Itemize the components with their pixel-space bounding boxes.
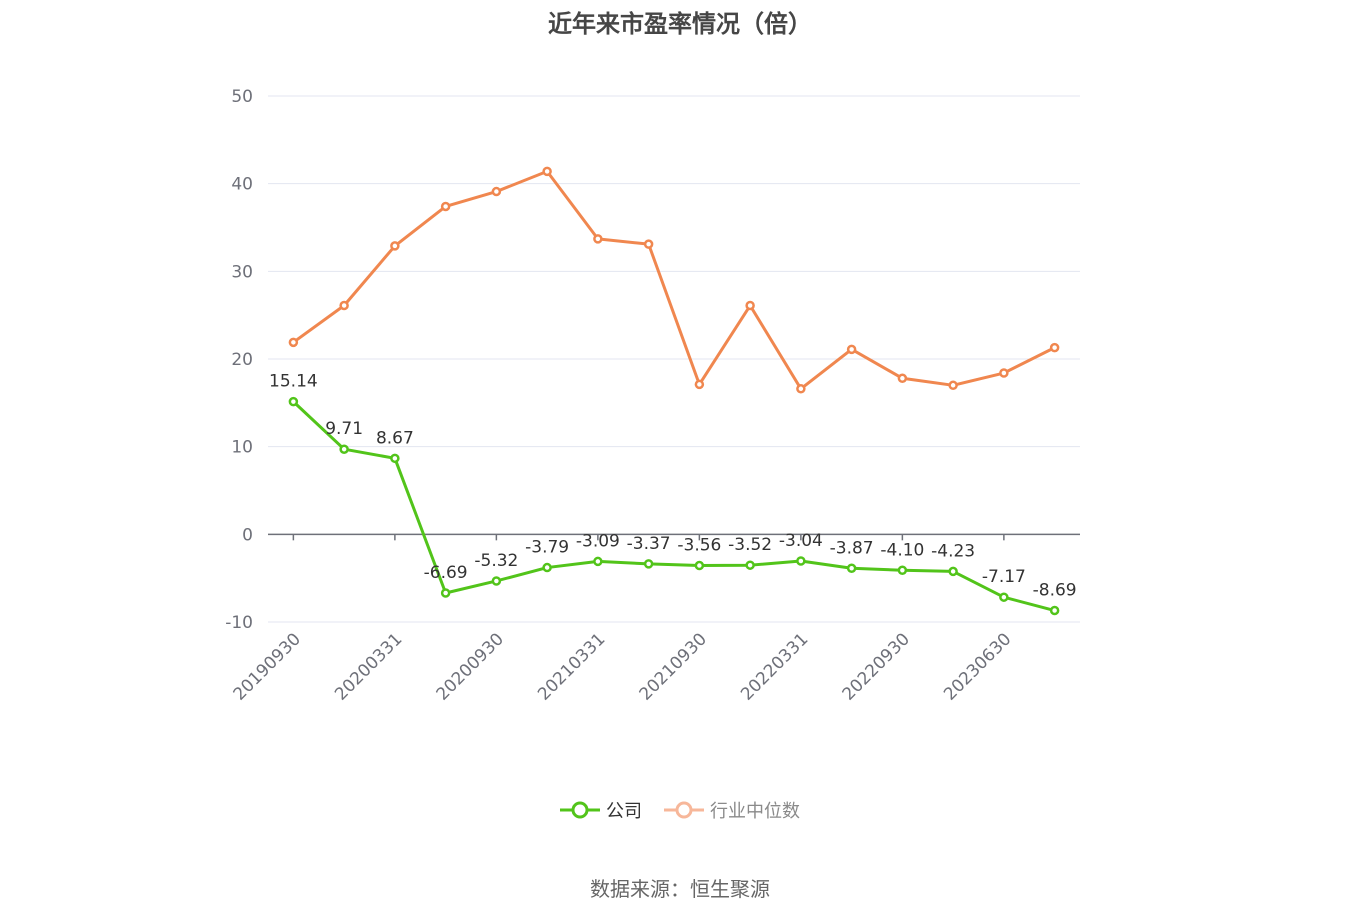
legend-marker-industry [664, 801, 704, 819]
industry-series-point [897, 373, 908, 384]
data-label: -8.69 [1033, 581, 1077, 601]
industry-series-point [1049, 342, 1060, 353]
company-series-point [643, 559, 654, 569]
industry-series-point [593, 234, 603, 244]
legend-item-industry[interactable]: 行业中位数 [664, 797, 800, 823]
data-label: -3.87 [830, 538, 874, 558]
data-label: -3.56 [677, 536, 721, 556]
chart-title: 近年来市盈率情况（倍） [548, 10, 812, 38]
data-label: -3.37 [627, 534, 671, 554]
company-series-point [846, 563, 857, 574]
company-series-point [745, 560, 755, 570]
data-label: -3.52 [728, 535, 772, 555]
data-label: -3.04 [779, 531, 823, 551]
line-chart: -10 0 10 20 30 40 50 20190930 20200331 20200930 20… [225, 87, 1080, 705]
y-tick-label: 40 [231, 175, 253, 195]
legend-label-company: 公司 [606, 801, 642, 822]
industry-series-point [491, 186, 502, 197]
company-series-point [694, 560, 705, 571]
company-series-point [593, 556, 603, 567]
company-series-point [999, 592, 1009, 602]
data-label: -5.32 [474, 551, 518, 571]
x-tick-label: 20230630 [940, 629, 1015, 704]
x-tick-label: 20200331 [331, 629, 406, 704]
data-labels: 15.14 9.71 8.67 -6.69 -5.32 -3.79 -3.09 -3.37 -3… [269, 372, 1077, 601]
company-series-point [1049, 605, 1060, 616]
x-tick-label: 20190930 [230, 629, 305, 704]
y-tick-label: 10 [231, 438, 253, 458]
data-label: -3.09 [576, 531, 620, 551]
y-tick-label: 20 [231, 350, 253, 370]
industry-series-point [339, 300, 349, 311]
legend-marker-company [560, 801, 600, 819]
industry-series-point [390, 241, 400, 251]
x-tick-label: 20200930 [433, 629, 508, 704]
x-tick-label: 20220331 [737, 629, 812, 704]
series-lines [288, 166, 1060, 616]
x-tick-label: 20210331 [534, 629, 609, 704]
company-series-point [390, 453, 400, 464]
industry-series-point [694, 379, 705, 390]
industry-series-point [542, 166, 552, 177]
data-source: 数据来源：恒生聚源 [590, 877, 770, 901]
company-series-point [542, 562, 552, 573]
x-tick-label: 20220930 [839, 629, 914, 704]
company-series-point [440, 588, 451, 598]
company-series-line [292, 400, 1056, 612]
data-label: -7.17 [982, 567, 1026, 587]
industry-series-line [292, 169, 1056, 391]
company-series-point [339, 444, 349, 454]
industry-series-point [288, 337, 299, 348]
industry-series-point [948, 380, 958, 391]
data-label: -4.10 [880, 540, 924, 560]
axes: -10 0 10 20 30 40 50 20190930 20200331 20200930 20… [225, 87, 1080, 705]
data-label: 15.14 [269, 372, 318, 392]
company-series-point [897, 565, 908, 576]
data-label: 8.67 [376, 428, 414, 448]
industry-series-point [846, 344, 857, 355]
legend-label-industry: 行业中位数 [710, 801, 800, 822]
company-series-point [491, 576, 502, 586]
industry-series-point [643, 239, 654, 249]
data-label: -4.23 [931, 541, 975, 561]
grid-lines [268, 95, 1080, 623]
x-tick-label: 20210930 [636, 629, 711, 704]
data-label: 9.71 [325, 419, 363, 439]
data-label: -6.69 [424, 563, 468, 583]
industry-series-point [796, 384, 806, 394]
y-tick-label: -10 [225, 613, 253, 633]
industry-series-point [999, 368, 1009, 378]
legend-item-company[interactable]: 公司 [560, 797, 642, 823]
y-tick-label: 0 [242, 525, 253, 545]
industry-series-point [745, 300, 755, 311]
legend: 公司 行业中位数 [0, 797, 1360, 823]
company-series-point [948, 566, 958, 577]
y-tick-label: 50 [231, 87, 253, 107]
company-series-point [288, 396, 299, 407]
company-series-point [796, 556, 806, 566]
industry-series-point [440, 201, 451, 212]
data-label: -3.79 [525, 538, 569, 558]
y-tick-label: 30 [231, 262, 253, 282]
